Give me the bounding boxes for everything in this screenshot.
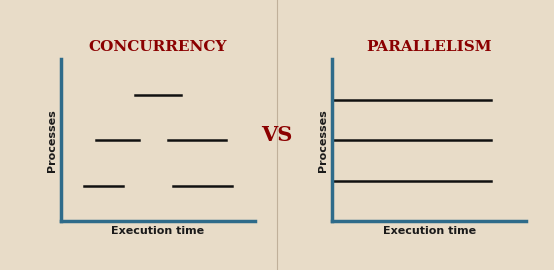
Y-axis label: Processes: Processes (47, 109, 57, 172)
Title: PARALLELISM: PARALLELISM (367, 40, 492, 54)
Title: CONCURRENCY: CONCURRENCY (89, 40, 227, 54)
Y-axis label: Processes: Processes (318, 109, 328, 172)
X-axis label: Execution time: Execution time (111, 225, 204, 235)
Text: VS: VS (261, 125, 293, 145)
X-axis label: Execution time: Execution time (383, 225, 476, 235)
